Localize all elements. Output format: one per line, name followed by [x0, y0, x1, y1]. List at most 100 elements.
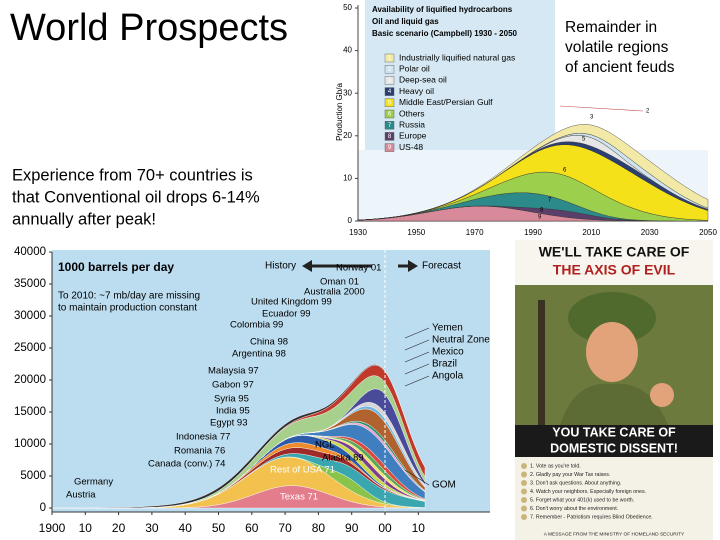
- poster-headline: WE'LL TAKE CARE OF: [539, 244, 690, 260]
- area-layer: [357, 124, 709, 221]
- curve-label: 6: [563, 168, 567, 174]
- country-label: Gabon 97: [212, 380, 254, 391]
- rule-icon: [521, 514, 527, 520]
- y-tick-label: 50: [343, 3, 352, 12]
- legend-swatch: [384, 53, 395, 63]
- poster-rule: 4. Watch your neighbors. Especially fore…: [530, 489, 646, 495]
- legend-label: Polar oil: [399, 63, 430, 73]
- x-tick-label: 20: [112, 521, 126, 535]
- legend-label: US-48: [399, 142, 423, 152]
- y-tick-label: 25000: [14, 342, 46, 354]
- chart-title: Availability of liquified hydrocarbons: [372, 5, 513, 14]
- body-text: that Conventional oil drops 6-14%: [12, 188, 260, 206]
- legend-number: 8: [388, 134, 392, 140]
- country-label: Indonesia 77: [176, 432, 230, 443]
- y-tick-label: 30: [343, 88, 352, 97]
- country-label: Alaska 89: [322, 453, 364, 464]
- y-tick-label: 40: [343, 46, 352, 55]
- x-tick-label: 2050: [699, 228, 717, 237]
- country-label: Ecuador 99: [262, 309, 311, 320]
- x-tick-label: 90: [345, 521, 359, 535]
- country-label: Colombia 99: [230, 320, 283, 331]
- country-label: Argentina 98: [232, 349, 286, 360]
- face: [586, 322, 638, 382]
- helmet: [568, 292, 656, 344]
- country-label: GOM: [432, 480, 456, 491]
- poster-banner: [515, 240, 713, 285]
- x-tick-label: 10: [79, 521, 93, 535]
- country-label: Romania 76: [174, 446, 225, 457]
- poster-headline: YOU TAKE CARE OF: [552, 425, 676, 439]
- x-tick-label: 1970: [466, 228, 484, 237]
- x-tick-label: 00: [378, 521, 392, 535]
- legend-label: Industrially liquified natural gas: [399, 52, 515, 62]
- x-tick-label: 80: [312, 521, 326, 535]
- country-label: Norway 01: [336, 263, 381, 274]
- callout-text: volatile regions: [565, 39, 669, 56]
- x-tick-label: 60: [245, 521, 259, 535]
- poster-headline: DOMESTIC DISSENT!: [550, 441, 678, 455]
- rule-icon: [521, 471, 527, 478]
- legend-label: Middle East/Persian Gulf: [399, 97, 493, 107]
- arrow-head: [408, 260, 418, 272]
- y-tick-label: 10000: [14, 438, 46, 450]
- country-label: Egypt 93: [210, 418, 248, 429]
- x-tick-label: 10: [412, 521, 426, 535]
- poster-rule: 5. Forget what your 401(k) used to be wo…: [530, 497, 634, 503]
- area-layer: [51, 364, 426, 509]
- unit-label: 1000 barrels per day: [58, 260, 174, 274]
- chart-title: Basic scenario (Campbell) 1930 - 2050: [372, 29, 518, 38]
- country-label: Australia 2000: [304, 287, 365, 298]
- y-tick-label: 20: [343, 131, 352, 140]
- forecast-label: Forecast: [422, 261, 461, 272]
- poster-rule: 7. Remember - Patriotism requires Blind …: [530, 514, 653, 520]
- curve-label: 3: [590, 115, 594, 121]
- history-label: History: [265, 261, 296, 272]
- country-label: Canada (conv.) 74: [148, 459, 225, 470]
- slide-title: World Prospects: [10, 7, 288, 49]
- uniform: [560, 383, 668, 425]
- y-tick-label: 10: [343, 174, 352, 183]
- arrow-head: [302, 260, 312, 272]
- legend-label: Europe: [399, 131, 427, 141]
- legend-swatch: [384, 120, 395, 130]
- country-label: Rest of USA 71: [270, 465, 335, 476]
- y-axis-label: Production Gb/a: [335, 83, 344, 141]
- curve-label: 7: [548, 198, 552, 204]
- country-label: China 98: [250, 337, 288, 348]
- leader-line: [404, 339, 430, 351]
- legend-label: Others: [399, 108, 425, 118]
- country-label: Brazil: [432, 359, 457, 370]
- callout-text: Remainder in: [565, 19, 657, 36]
- body-text: annually after peak!: [12, 210, 156, 228]
- poster-headline: THE AXIS OF EVIL: [553, 262, 676, 278]
- country-label: Austria: [66, 490, 96, 501]
- country-label: Oman 01: [320, 277, 359, 288]
- legend-label: Deep-sea oil: [399, 75, 447, 85]
- rifle: [538, 300, 545, 425]
- country-label: Texas 71: [280, 492, 318, 503]
- rule-icon: [521, 488, 527, 495]
- legend-swatch: [384, 64, 395, 74]
- chart-title: Oil and liquid gas: [372, 17, 439, 26]
- poster-rule: 2. Gladly pay your War Tax raises.: [530, 472, 610, 478]
- country-label: Germany: [74, 477, 113, 488]
- callout-text: of ancient feuds: [565, 59, 675, 76]
- poster-footer: A MESSAGE FROM THE MINISTRY OF HOMELAND …: [544, 531, 685, 537]
- curve-label: 2: [646, 109, 650, 115]
- legend-number: 9: [388, 145, 392, 151]
- country-label: NGL: [315, 440, 335, 451]
- legend-swatch: [384, 132, 395, 141]
- y-tick-label: 0: [40, 502, 46, 514]
- leader-line: [404, 375, 430, 387]
- country-label: Mexico: [432, 347, 464, 358]
- y-tick-label: 15000: [14, 406, 46, 418]
- legend-number: 2: [388, 67, 392, 73]
- country-label: Angola: [432, 371, 464, 382]
- x-tick-label: 2030: [641, 228, 659, 237]
- y-tick-label: 30000: [14, 310, 46, 322]
- leader-line: [559, 105, 644, 112]
- legend-label: Russia: [399, 119, 425, 129]
- legend-swatch: [384, 143, 395, 152]
